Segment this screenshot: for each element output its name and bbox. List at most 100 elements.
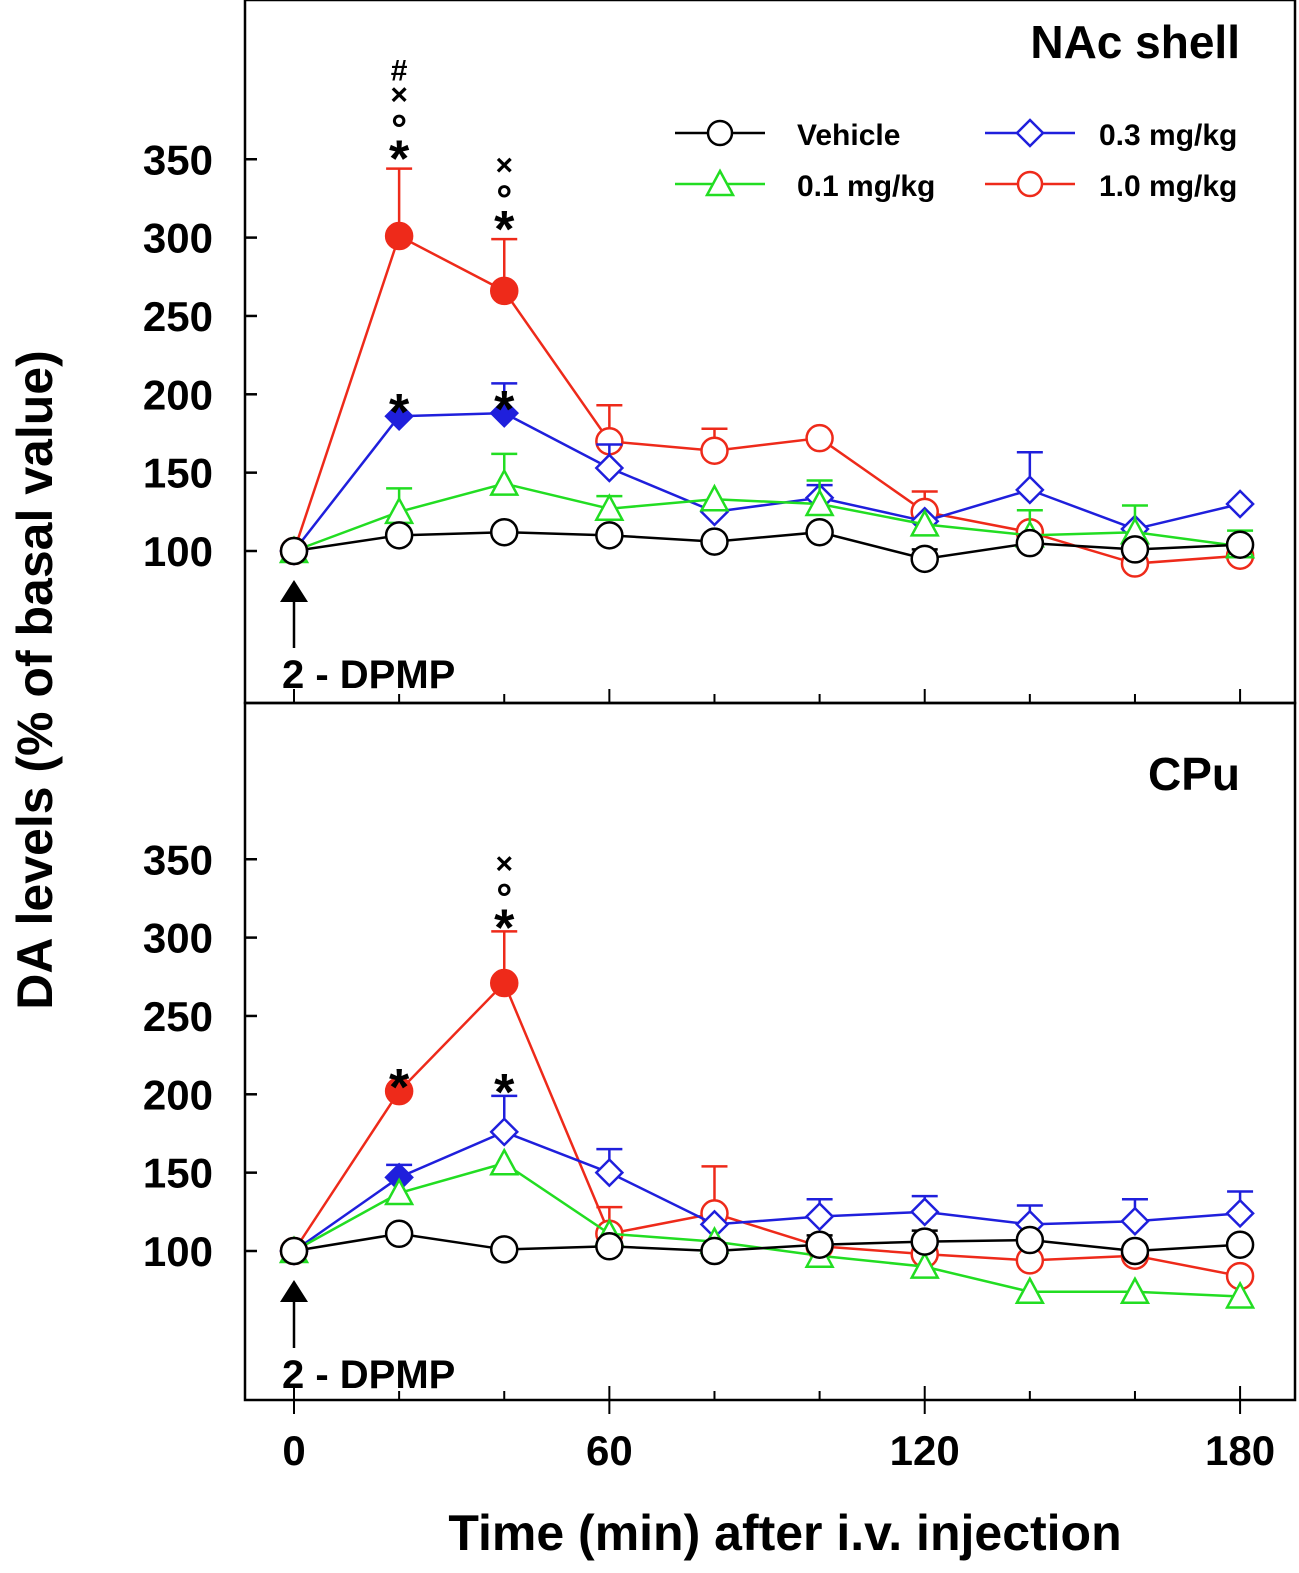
- data-point: [909, 1251, 940, 1279]
- data-point: [384, 521, 414, 550]
- data-point: [1225, 1230, 1255, 1259]
- data-point: [489, 276, 519, 306]
- data-point: [489, 398, 520, 428]
- legend-item-vehicle: Vehicle: [675, 119, 900, 152]
- data-point: [595, 521, 624, 550]
- y-tick-label: 250: [143, 293, 213, 340]
- series-line: [293, 1130, 1241, 1253]
- y-tick-label: 100: [143, 1228, 213, 1275]
- significance-mark: *: [389, 1059, 410, 1117]
- legend-label-vehicle: Vehicle: [797, 119, 900, 152]
- significance-mark: *: [494, 899, 515, 957]
- data-point: [384, 401, 414, 432]
- data-point: [699, 483, 730, 512]
- significance-mark: *: [389, 384, 410, 442]
- y-tick-label: 200: [143, 1071, 213, 1118]
- legend-item-0-3: 0.3 mg/kg: [985, 118, 1237, 152]
- significance-mark: ×: [390, 78, 408, 111]
- significance-mark: °: [391, 107, 407, 151]
- data-point: [384, 1177, 415, 1206]
- data-point: [909, 508, 940, 537]
- data-point: [489, 1117, 520, 1147]
- data-point: [1014, 1276, 1045, 1304]
- data-point: [279, 1236, 309, 1266]
- data-point: [1120, 1236, 1150, 1266]
- y-tick-label: 300: [143, 215, 213, 262]
- data-point: [489, 517, 519, 547]
- significance-mark: *: [494, 381, 515, 439]
- significance-mark: ×: [495, 847, 513, 880]
- series-line: [293, 482, 1241, 553]
- data-point: [1015, 1225, 1045, 1255]
- y-tick-label: 350: [143, 136, 213, 183]
- y-tick-label: 200: [143, 371, 213, 418]
- data-point: [804, 1201, 835, 1232]
- panel-top-title: NAc shell: [1030, 16, 1240, 68]
- panel-bottom-title: CPu: [1148, 748, 1240, 800]
- data-point: [1015, 475, 1045, 505]
- data-point: [1119, 1276, 1151, 1304]
- series-0-1-mg-kg: [278, 452, 1256, 564]
- injection-label-bottom: 2 - DPMP: [282, 1353, 455, 1397]
- data-point: [1224, 1280, 1256, 1309]
- legend-label-0-3: 0.3 mg/kg: [1099, 119, 1237, 152]
- data-point: [384, 1076, 414, 1106]
- legend-item-1-0: 1.0 mg/kg: [985, 170, 1237, 203]
- legend-label-0-1: 0.1 mg/kg: [797, 170, 935, 203]
- data-point: [384, 1219, 414, 1249]
- data-point: [384, 496, 415, 525]
- legend-item-0-1: 0.1 mg/kg: [675, 168, 935, 203]
- data-point: [700, 436, 729, 465]
- significance-mark: *: [389, 130, 410, 188]
- data-point: [804, 488, 835, 517]
- data-point: [594, 453, 625, 483]
- data-point: [910, 1227, 939, 1256]
- series-1-0-mg-kg: [279, 930, 1255, 1291]
- data-point: [1225, 489, 1255, 519]
- series-line: [292, 234, 1241, 565]
- data-point: [279, 536, 309, 566]
- y-axis-label: DA levels (% of basal value): [7, 350, 63, 1010]
- data-point: [805, 1230, 834, 1259]
- series-line: [293, 411, 1241, 552]
- data-point: [1120, 1206, 1150, 1236]
- legend-label-1-0: 1.0 mg/kg: [1099, 170, 1237, 203]
- series-vehicle: [279, 517, 1255, 574]
- series-0-3-mg-kg: [279, 382, 1255, 566]
- data-point: [1225, 530, 1255, 559]
- x-tick-label: 0: [282, 1427, 305, 1474]
- data-point: [595, 1232, 624, 1261]
- series-line: [293, 1232, 1241, 1253]
- injection-arrow-top: [280, 580, 308, 648]
- data-point: [489, 467, 520, 496]
- x-tick-label: 120: [890, 1427, 960, 1474]
- data-point: [805, 423, 834, 453]
- legend: Vehicle 0.3 mg/kg 0.1 mg/kg 1.0 mg/kg: [675, 118, 1237, 203]
- data-point: [489, 1235, 519, 1264]
- significance-mark: #: [391, 54, 408, 87]
- y-tick-label: 250: [143, 993, 213, 1040]
- data-point: [384, 221, 414, 251]
- series-vehicle: [279, 1219, 1255, 1266]
- injection-label-top: 2 - DPMP: [282, 653, 455, 697]
- significance-mark: *: [494, 201, 515, 259]
- series-1-0-mg-kg: [279, 167, 1255, 578]
- significance-mark: °: [496, 178, 512, 222]
- data-point: [909, 1197, 940, 1227]
- y-tick-label: 150: [143, 1150, 213, 1197]
- data-point: [594, 1157, 625, 1188]
- data-point: [700, 1236, 729, 1266]
- data-point: [1015, 528, 1045, 558]
- y-tick-label: 100: [143, 528, 213, 575]
- y-tick-label: 150: [143, 450, 213, 497]
- x-tick-label: 180: [1205, 1427, 1275, 1474]
- significance-mark: *: [494, 1064, 515, 1122]
- significance-mark: ×: [495, 149, 513, 182]
- x-tick-label: 60: [586, 1427, 633, 1474]
- series-0-3-mg-kg: [279, 1094, 1255, 1266]
- data-point: [805, 517, 834, 547]
